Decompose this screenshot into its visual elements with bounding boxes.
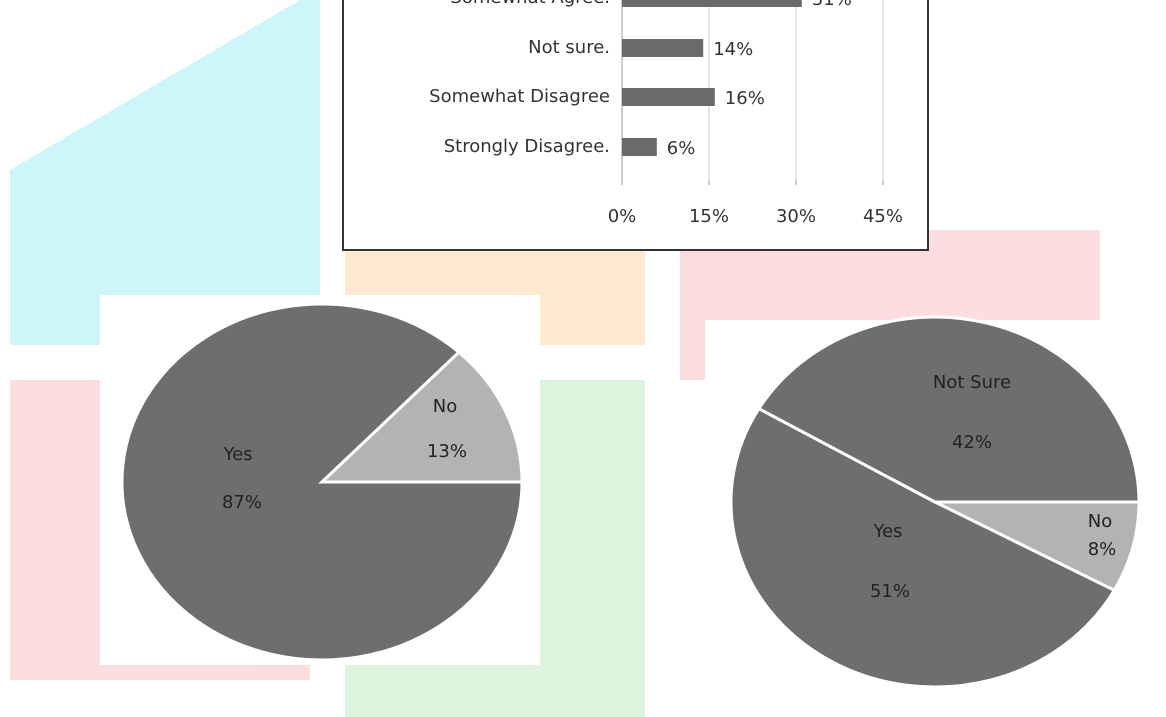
slice-label: No [1088,511,1112,532]
bar [622,88,715,106]
category-label: Somewhat Agree. [450,0,610,8]
bar [622,39,703,57]
slice-label: No [433,396,457,417]
page: {"chart_data": [ {"type": "bar", "orient… [0,0,1166,717]
value-label: 6% [667,138,696,159]
value-label: 31% [812,0,852,10]
slice-value-label: 87% [222,492,262,513]
category-label: Strongly Disagree. [444,136,610,157]
bar [622,0,802,7]
slice-value-label: 42% [952,432,992,453]
slice-value-label: 8% [1088,539,1117,560]
x-tick-label: 45% [863,206,903,227]
slice-label: Yes [222,444,252,465]
x-tick-label: 15% [689,206,729,227]
bar [622,138,657,156]
category-label: Somewhat Disagree [429,86,610,107]
value-label: 16% [725,88,765,109]
category-label: Not sure. [528,37,610,58]
slice-value-label: 13% [427,441,467,462]
slice-label: Yes [872,521,902,542]
value-label: 14% [713,39,753,60]
x-tick-label: 30% [776,206,816,227]
slice-value-label: 51% [870,581,910,602]
x-tick-label: 0% [608,206,637,227]
slice-label: Not Sure [933,372,1011,393]
chart: 0% 15% 30% 45% Somewhat Agree. 31% Not sure. 14… [0,0,1166,717]
